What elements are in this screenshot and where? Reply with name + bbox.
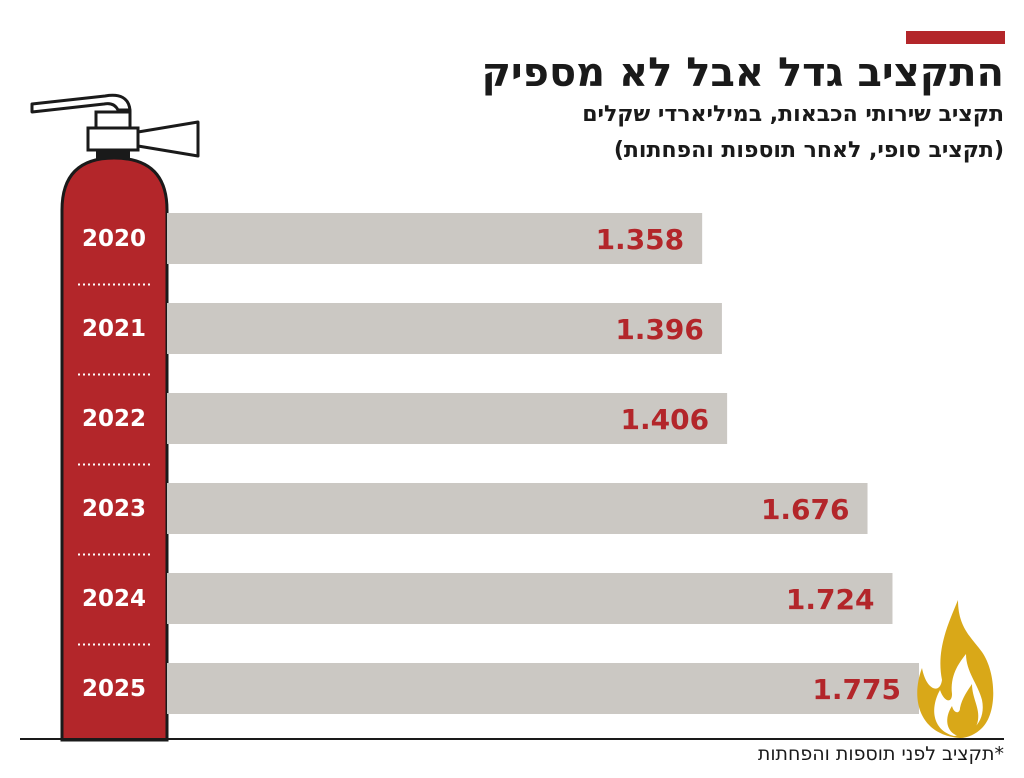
value-label-2025: 1.775	[812, 673, 901, 706]
chart-title: התקציב גדל אבל לא מספיק	[481, 50, 1004, 96]
value-label-2020: 1.358	[596, 223, 685, 256]
value-label-2023: 1.676	[761, 493, 850, 526]
value-label-2021: 1.396	[615, 313, 704, 346]
bar-2024	[167, 573, 893, 624]
year-label-2024: 2024	[82, 586, 146, 612]
footnote: *תקציב לפני תוספות והפחתות	[757, 743, 1004, 765]
bar-2020	[167, 213, 703, 264]
accent-bar	[906, 31, 1005, 44]
bar-2022	[167, 393, 728, 444]
chart-subtitle: תקציב שירותי הכבאות, במיליארדי שקלים	[582, 102, 1004, 127]
bar-2023	[167, 483, 868, 534]
year-label-2021: 2021	[82, 316, 146, 342]
extinguisher-head-icon	[30, 93, 200, 160]
year-label-2022: 2022	[82, 406, 146, 432]
value-label-2022: 1.406	[621, 403, 710, 436]
year-label-2025: 2025	[82, 676, 146, 702]
flame-icon	[917, 600, 994, 738]
value-label-2024: 1.724	[786, 583, 875, 616]
chart-subtitle-note: (תקציב סופי, לאחר תוספות והפחתות)	[613, 138, 1004, 163]
bar-2021	[167, 303, 722, 354]
extinguisher-body	[60, 156, 169, 742]
year-label-2023: 2023	[82, 496, 146, 522]
year-label-2020: 2020	[82, 226, 146, 252]
bar-2025	[167, 663, 919, 714]
